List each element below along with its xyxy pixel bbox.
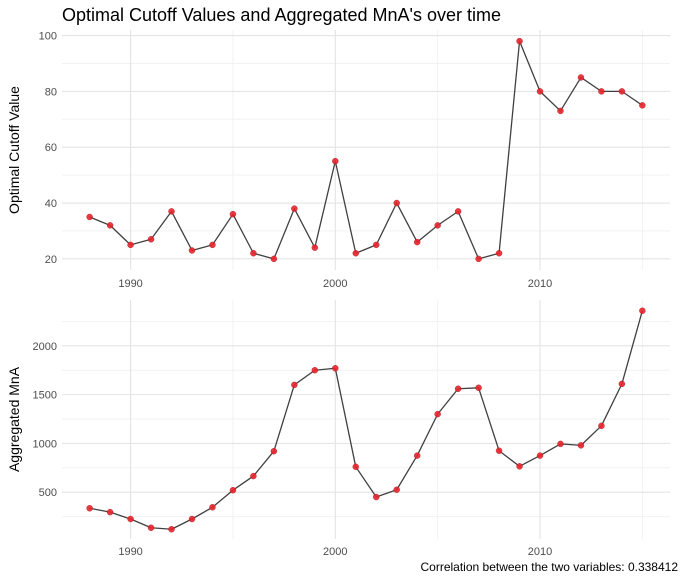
y-tick-label: 20 <box>45 254 57 266</box>
data-point <box>127 241 134 249</box>
data-point <box>311 244 319 251</box>
data-point <box>577 74 585 81</box>
y-tick-label: 2000 <box>33 341 57 353</box>
data-point <box>332 365 339 372</box>
y-tick-label: 100 <box>39 31 57 43</box>
data-point <box>291 205 298 212</box>
data-point <box>413 238 421 246</box>
data-point <box>557 107 564 115</box>
data-point <box>209 504 216 511</box>
data-point <box>229 487 237 494</box>
panel-optimal-cutoff: 20 40 60 80 100 1990 2000 2010 Optimal Cutoff Va… <box>6 30 670 290</box>
data-point <box>352 250 359 257</box>
y-tick-label: 1000 <box>33 438 57 450</box>
y-tick-label: 40 <box>45 198 57 210</box>
data-point <box>536 88 544 95</box>
data-point <box>495 447 503 454</box>
y-axis-label: Aggregated MnA <box>6 366 22 472</box>
x-tick-label: 1990 <box>118 546 142 558</box>
data-point <box>373 493 380 501</box>
data-point <box>270 448 278 455</box>
data-point <box>127 515 134 523</box>
y-tick-label: 1500 <box>33 390 57 402</box>
x-tick-label: 2010 <box>528 278 552 290</box>
data-point <box>454 208 462 215</box>
y-tick-label: 80 <box>45 86 57 98</box>
data-point <box>147 236 155 243</box>
data-point <box>516 37 523 45</box>
data-point <box>209 241 216 249</box>
data-point <box>291 381 298 389</box>
data-point <box>311 367 319 374</box>
data-point <box>393 486 400 493</box>
data-point <box>270 255 278 263</box>
data-point <box>454 385 462 392</box>
data-point <box>475 384 482 391</box>
data-point <box>639 307 646 314</box>
data-point <box>618 380 626 388</box>
data-point <box>188 247 196 254</box>
data-point <box>598 422 605 430</box>
correlation-caption: Correlation between the two variables: 0… <box>421 560 679 574</box>
y-tick-label: 500 <box>39 487 57 499</box>
data-point <box>413 452 421 459</box>
data-point <box>557 440 564 448</box>
data-point <box>106 508 114 516</box>
data-point <box>332 157 339 165</box>
data-point <box>618 88 626 95</box>
data-point <box>168 526 175 533</box>
series-line <box>89 40 643 260</box>
data-point <box>393 199 400 207</box>
data-point <box>352 463 359 471</box>
data-point <box>86 505 93 512</box>
chart-title: Optimal Cutoff Values and Aggregated MnA… <box>62 5 501 25</box>
data-point <box>147 524 155 531</box>
data-point <box>250 250 257 257</box>
data-point <box>373 241 380 249</box>
x-tick-label: 2000 <box>323 278 347 290</box>
data-point <box>168 208 175 215</box>
data-point <box>639 102 646 109</box>
data-point <box>229 210 237 218</box>
data-point <box>495 250 503 257</box>
x-tick-label: 2010 <box>528 546 552 558</box>
x-tick-label: 2000 <box>323 546 347 558</box>
data-point <box>86 213 93 221</box>
data-point <box>434 222 441 229</box>
series-line <box>89 310 643 530</box>
data-point <box>188 515 196 523</box>
panel-aggregated-mna: 500 1000 1500 2000 1990 2000 2010 Aggregated Mn… <box>6 300 670 558</box>
x-tick-label: 1990 <box>118 278 142 290</box>
data-point <box>106 222 114 229</box>
data-point <box>250 472 257 480</box>
data-point <box>577 442 585 449</box>
data-point <box>598 88 605 95</box>
y-axis-label: Optimal Cutoff Value <box>6 86 22 214</box>
data-point <box>516 463 523 470</box>
y-tick-label: 60 <box>45 142 57 154</box>
data-point <box>434 410 441 418</box>
data-point <box>536 452 544 459</box>
data-point <box>475 255 482 263</box>
